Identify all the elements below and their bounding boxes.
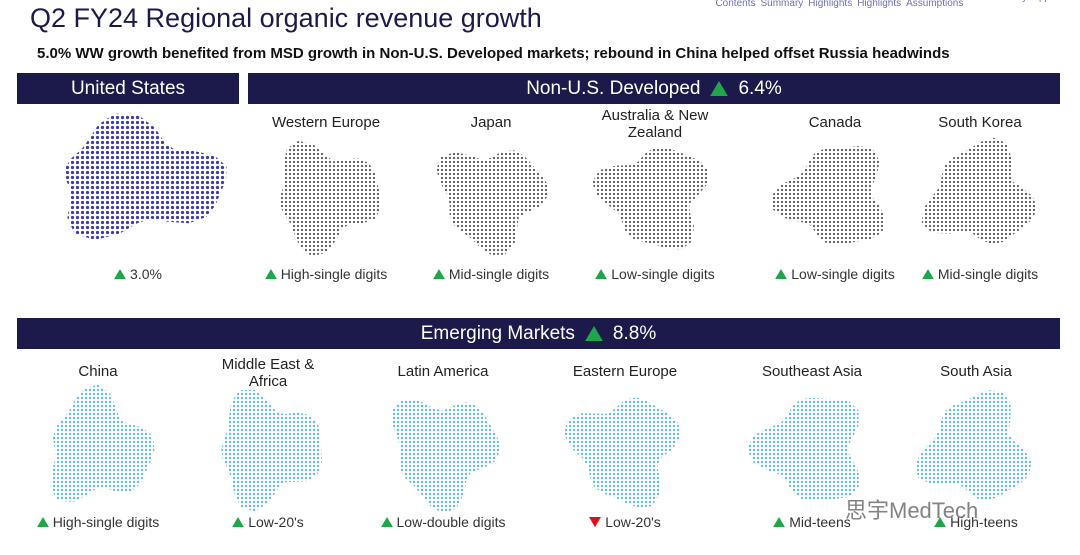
section-name: Emerging Markets — [420, 322, 575, 344]
region-map — [221, 389, 322, 512]
nav-link[interactable]: Appendix — [1032, 0, 1074, 3]
growth-text: High-teens — [950, 514, 1018, 530]
region-name: Australia & New Zealand — [601, 107, 709, 141]
region-map — [591, 147, 709, 250]
up-arrow — [775, 268, 788, 280]
up-arrow — [934, 516, 947, 528]
growth-text: Low-single digits — [611, 266, 715, 282]
region-growth: High-single digits — [8, 514, 188, 530]
region-map — [50, 384, 155, 502]
region-name: Middle East & Africa — [221, 356, 315, 390]
nav-link[interactable]: Highlights — [857, 0, 902, 9]
section-header: Non-U.S. Developed 6.4% — [248, 73, 1060, 104]
nav-link[interactable]: Sustainability — [968, 0, 1027, 3]
region-name: Southeast Asia — [761, 363, 863, 380]
region-name: Eastern Europe — [572, 363, 678, 380]
region-map — [280, 140, 381, 257]
section-header: Emerging Markets 8.8% — [17, 318, 1060, 349]
up-arrow — [114, 268, 127, 280]
region-name: Western Europe — [271, 114, 381, 131]
nav-link[interactable]: Highlights — [808, 0, 853, 9]
region-growth: High-teens — [886, 514, 1066, 530]
growth-text: Mid-teens — [789, 514, 851, 530]
nav-link[interactable]: Assumptions — [906, 0, 964, 9]
up-arrow — [710, 80, 729, 97]
down-arrow — [589, 516, 602, 528]
region-growth: Low-20's — [178, 514, 358, 530]
growth-text: Low-single digits — [791, 266, 895, 282]
up-arrow — [36, 516, 49, 528]
growth-text: Low-20's — [248, 514, 304, 530]
growth-text: High-single digits — [52, 514, 160, 530]
nav: Contents Summary Highlights Highlights Assum… — [715, 0, 1074, 9]
region-growth: Low-double digits — [353, 514, 533, 530]
growth-text: High-single digits — [280, 266, 388, 282]
region-map — [392, 399, 501, 514]
watermark: 思宇MedTech — [845, 498, 979, 523]
region-growth: Mid-single digits — [401, 266, 581, 282]
up-arrow — [380, 516, 393, 528]
region-growth: High-single digits — [236, 266, 416, 282]
region-name: South Asia — [940, 363, 1012, 380]
section-header: United States — [17, 73, 239, 104]
region-map — [564, 397, 681, 508]
growth-text: Mid-single digits — [448, 266, 550, 282]
growth-text: 3.0% — [130, 266, 162, 282]
growth-text: Low-double digits — [396, 514, 506, 530]
region-map — [64, 113, 227, 240]
region-map — [915, 390, 1032, 501]
region-name: Japan — [470, 114, 512, 131]
region-growth: Mid-single digits — [890, 266, 1070, 282]
region-name: South Korea — [938, 114, 1022, 131]
section-name: United States — [70, 77, 186, 99]
region-growth: Mid-teens — [722, 514, 902, 530]
region-map — [921, 137, 1038, 245]
region-growth: 3.0% — [48, 266, 228, 282]
up-arrow — [773, 516, 786, 528]
section-growth: 8.8% — [612, 322, 657, 344]
region-map — [436, 150, 548, 255]
nav-link[interactable]: Contents — [715, 0, 756, 9]
up-arrow — [432, 268, 445, 280]
up-arrow — [264, 268, 277, 280]
subtitle: 5.0% WW growth benefited from MSD growth… — [37, 45, 950, 62]
up-arrow — [921, 268, 934, 280]
growth-text: Low-20's — [605, 514, 661, 530]
region-name: Canada — [808, 114, 862, 131]
growth-text: Mid-single digits — [937, 266, 1039, 282]
region-growth: Low-20's — [535, 514, 715, 530]
up-arrow — [584, 325, 603, 342]
section-name: Non-U.S. Developed — [526, 77, 701, 99]
region-map — [747, 397, 859, 501]
region-name: Latin America — [397, 363, 489, 380]
slide-title: Q2 FY24 Regional organic revenue growth — [30, 3, 542, 33]
up-arrow — [232, 516, 245, 528]
region-map — [771, 146, 886, 246]
up-arrow — [595, 268, 608, 280]
region-growth: Low-single digits — [565, 266, 745, 282]
nav-link[interactable]: Summary — [760, 0, 804, 9]
region-growth: Low-single digits — [745, 266, 925, 282]
region-name: China — [78, 363, 118, 380]
section-growth: 6.4% — [738, 77, 782, 99]
